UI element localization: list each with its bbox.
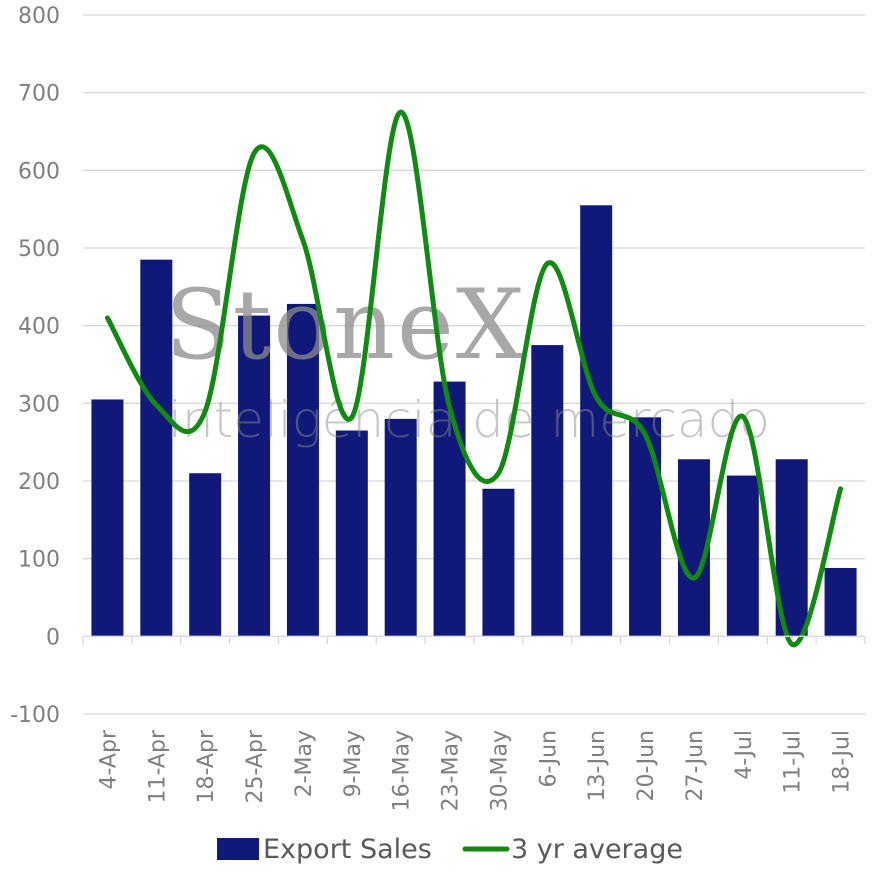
line-path-3yr-average — [104, 109, 844, 647]
x-tick-label: 25-Apr — [243, 729, 268, 803]
y-tick-label: 300 — [18, 392, 60, 417]
y-tick-label: 600 — [18, 159, 60, 184]
y-tick-label: 0 — [46, 625, 60, 650]
bar-11-Apr — [140, 259, 173, 637]
x-tick-label: 18-Jul — [830, 730, 855, 794]
watermark-brand: StoneX — [165, 269, 526, 381]
y-tick-label: 400 — [18, 315, 60, 340]
x-tick-label: 4-Jul — [732, 730, 757, 780]
x-tick-label: 11-Jul — [781, 730, 806, 794]
legend-label-3yr-average: 3 yr average — [511, 834, 683, 865]
y-tick-label: 500 — [18, 237, 60, 262]
x-tick-label: 16-May — [390, 730, 415, 811]
bar-18-Jul — [824, 567, 857, 637]
y-tick-label: 100 — [18, 548, 60, 573]
x-tick-label: 20-Jun — [634, 730, 659, 802]
x-tick-label: 18-Apr — [194, 729, 219, 803]
bar-23-May — [433, 381, 466, 637]
x-tick-label: 13-Jun — [585, 730, 610, 802]
bar-13-Jun — [580, 205, 613, 637]
bar-4-Jul — [726, 475, 759, 637]
bar-2-May — [286, 303, 319, 637]
bar-4-Apr — [91, 399, 124, 637]
bar-18-Apr — [189, 473, 222, 637]
x-tick-label: 4-Apr — [96, 729, 121, 789]
legend-swatch-export-sales — [217, 838, 259, 860]
y-tick-label: 700 — [18, 82, 60, 107]
x-axis: 4-Apr 11-Apr 18-Apr 25-Apr 2-May 9-May 16-May 2… — [82, 635, 866, 811]
y-tick-label: 200 — [18, 470, 60, 495]
watermark-tagline: inteligência de mercado — [168, 391, 770, 449]
bar-25-Apr — [238, 315, 271, 637]
legend: Export Sales 3 yr average — [217, 834, 683, 865]
x-tick-label: 2-May — [292, 730, 317, 797]
x-tick-label: 30-May — [487, 730, 512, 811]
bar-series-export-sales — [91, 205, 857, 637]
y-tick-label: 800 — [18, 4, 60, 29]
x-tick-label: 23-May — [439, 730, 464, 811]
legend-label-export-sales: Export Sales — [263, 834, 432, 865]
x-tick-label: 27-Jun — [683, 730, 708, 802]
x-tick-label: 11-Apr — [145, 729, 170, 803]
bar-16-May — [384, 418, 417, 637]
bar-6-Jun — [531, 345, 564, 637]
line-series-3yr-average — [104, 109, 844, 647]
y-tick-label: -100 — [10, 703, 60, 728]
y-axis-ticks: -100 0 100 200 300 400 500 600 700 800 — [10, 4, 60, 728]
x-tick-label: 9-May — [341, 730, 366, 797]
bar-30-May — [482, 488, 515, 637]
watermark: StoneX inteligência de mercado — [165, 269, 770, 449]
bar-9-May — [335, 430, 368, 637]
bar-20-Jun — [629, 417, 662, 637]
x-tick-label: 6-Jun — [536, 730, 561, 788]
